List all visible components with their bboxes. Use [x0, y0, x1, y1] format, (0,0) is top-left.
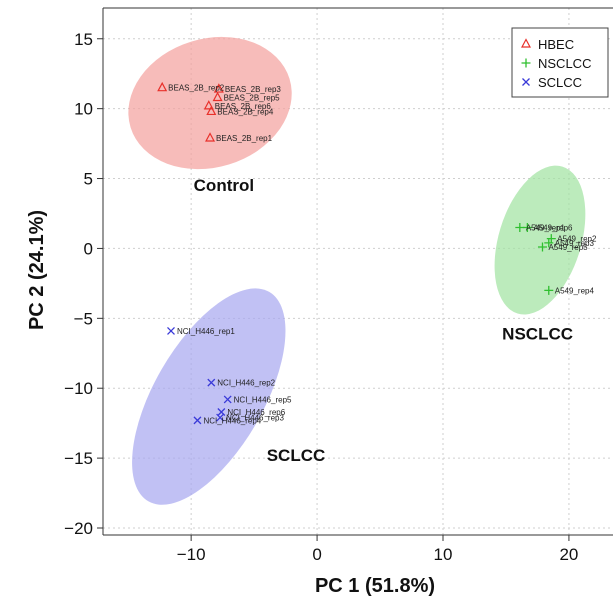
data-point-sclcc: [193, 416, 202, 425]
point-label: A549_rep1: [526, 223, 566, 232]
y-tick-label: −15: [64, 449, 93, 468]
ellipse-sclcc: [132, 288, 286, 505]
data-point-sclcc: [207, 378, 216, 387]
group-labels: Control NSCLCC SCLCC: [194, 176, 573, 465]
point-labels: BEAS_2B_rep2 BEAS_2B_rep3BEAS_2B_rep5BEAS…: [168, 84, 597, 426]
group-label-control: Control: [194, 176, 254, 195]
ellipse-nsclcc: [494, 165, 586, 315]
data-point-nsclcc: [544, 238, 554, 248]
point-label: BEAS_2B_rep6: [215, 102, 272, 111]
data-point-sclcc: [216, 413, 225, 422]
point-label: BEAS_2B_rep3: [225, 85, 282, 94]
legend: HBEC NSCLCC SCLCC: [511, 27, 609, 98]
point-label: NCI_H446_rep3: [226, 414, 284, 423]
data-point-hbec: [205, 132, 216, 142]
point-label: A549_rep3: [555, 239, 595, 248]
group-label-sclcc: SCLCC: [267, 446, 326, 465]
data-points: [157, 81, 556, 425]
point-label: A549_rep4: [555, 286, 595, 295]
y-tick-label: 5: [84, 170, 93, 189]
legend-marker-nsclcc: [521, 58, 531, 68]
legend-marker-hbec: [521, 38, 531, 48]
point-label: BEAS_2B_rep1: [216, 134, 273, 143]
point-label: NCI_H446_rep5: [234, 395, 292, 404]
group-label-nsclcc: NSCLCC: [502, 324, 573, 343]
data-point-nsclcc: [537, 242, 547, 252]
point-label: NCI_H446_rep2: [217, 379, 275, 388]
point-label: NCI_H446_rep4: [203, 416, 261, 425]
data-point-hbec: [203, 100, 214, 110]
data-point-sclcc: [167, 326, 175, 335]
y-tick-label: 0: [84, 239, 93, 258]
point-label: BEAS_2B_rep2: [168, 84, 225, 93]
point-label: NCI_H446_rep1: [177, 327, 235, 336]
y-tick-label: −10: [64, 379, 93, 398]
point-label: A549_rep6: [533, 223, 573, 232]
legend-label-sclcc: SCLCC: [538, 75, 582, 90]
x-tick-label: 0: [312, 545, 321, 564]
data-point-sclcc: [223, 395, 232, 404]
data-point-nsclcc: [544, 285, 554, 295]
point-label: BEAS_2B_rep5: [224, 93, 281, 102]
y-tick-label: 15: [74, 30, 93, 49]
axes: −10 0 10 20 −20 −15 −10 −5 0 5 10 15: [64, 7, 613, 564]
point-label: A549_rep5: [548, 243, 588, 252]
legend-label-nsclcc: NSCLCC: [538, 56, 591, 71]
x-tick-label: 20: [559, 545, 578, 564]
legend-label-hbec: HBEC: [538, 37, 574, 52]
point-label: NCI_H446_rep6: [227, 408, 285, 417]
y-tick-label: −5: [74, 309, 93, 328]
data-point-hbec: [206, 105, 217, 116]
data-point-hbec: [213, 83, 224, 93]
x-tick-label: 10: [434, 545, 453, 564]
point-label: BEAS_2B_rep4: [217, 107, 274, 116]
data-point-hbec: [157, 81, 168, 92]
confidence-ellipses: [128, 36, 586, 505]
x-tick-label: −10: [177, 545, 206, 564]
data-point-nsclcc: [522, 222, 532, 232]
y-tick-label: −20: [64, 519, 93, 538]
point-label: A549_rep2: [557, 235, 597, 244]
legend-marker-sclcc: [522, 78, 530, 86]
data-point-hbec: [212, 91, 223, 102]
y-axis-title: PC 2 (24.1%): [26, 210, 48, 330]
data-point-nsclcc: [515, 222, 525, 232]
x-axis-title: PC 1 (51.8%): [315, 575, 435, 597]
y-tick-label: 10: [74, 100, 93, 119]
